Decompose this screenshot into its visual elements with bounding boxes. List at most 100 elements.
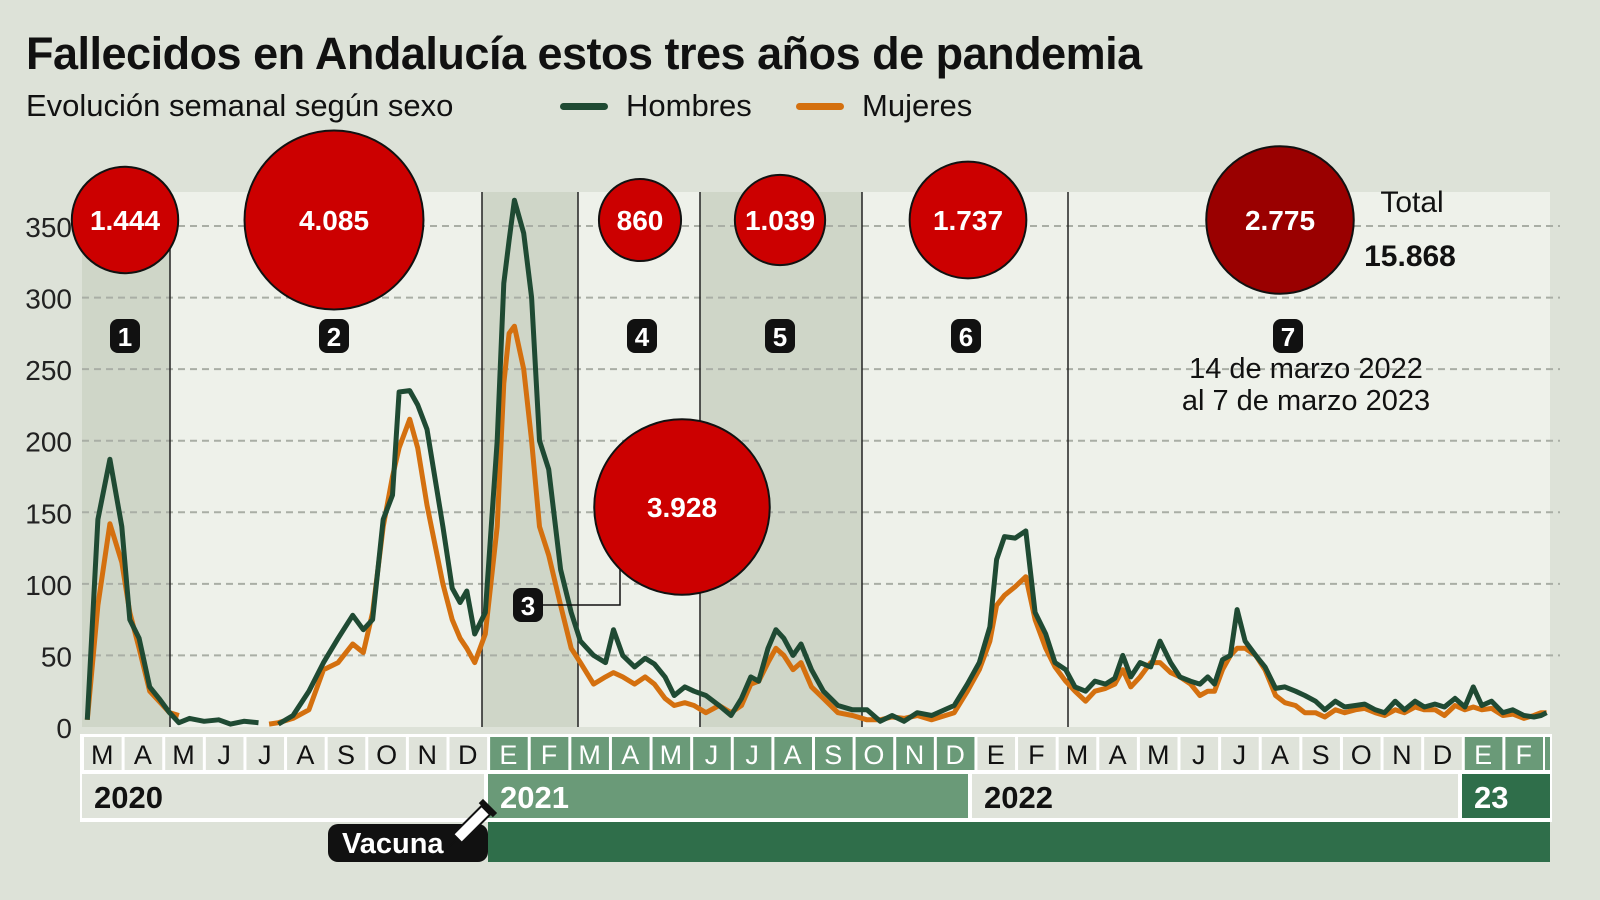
year-label: 2022 [984,780,1053,815]
vaccine-label: Vacuna [342,828,444,860]
wave-number: 7 [1281,322,1295,352]
month-label: J [705,740,719,770]
wave-number: 5 [773,322,787,352]
month-cell [1424,737,1462,770]
month-label: A [621,740,639,770]
month-cell [693,737,731,770]
wave-number: 2 [327,322,341,352]
total-label: Total [1380,186,1443,219]
month-label: D [1433,740,1453,770]
month-cell [1261,737,1300,770]
vaccine-bar [488,822,1550,862]
month-label: N [417,740,437,770]
month-label: M [1147,740,1170,770]
month-cell [571,737,609,770]
wave-total-label: 3.928 [647,492,717,523]
wave-number: 1 [118,322,132,352]
month-cell [815,737,853,770]
year-cell [1462,774,1550,818]
year-cell [972,774,1458,818]
month-cell [936,737,975,770]
month-cell [1180,737,1219,770]
wave-number-badge [319,319,349,353]
month-cell [205,737,244,770]
year-label: 2021 [500,780,569,815]
chart-subtitle: Evolución semanal según sexo [26,88,454,123]
syringe-plunger [478,798,498,818]
month-cell [490,737,528,770]
month-cell [855,737,894,770]
month-cell [733,737,772,770]
month-label: S [337,740,355,770]
wave-number-badge [513,588,543,622]
month-label: D [945,740,965,770]
month-cell [1505,737,1543,770]
month-label: F [1028,740,1045,770]
month-label: A [134,740,152,770]
y-tick-label: 0 [56,713,72,744]
month-label: A [784,740,802,770]
month-label: F [1515,740,1532,770]
wave-circle [733,173,827,267]
month-label: J [217,740,231,770]
month-label: O [863,740,884,770]
wave-number-badge [110,319,140,353]
month-cell [1058,737,1097,770]
legend-mujeres: Mujeres [796,88,972,124]
month-label: M [578,740,601,770]
month-label: S [1312,740,1330,770]
month-cell [246,737,285,770]
month-cell [1383,737,1422,770]
month-label: J [258,740,272,770]
month-label: M [172,740,195,770]
y-tick-label: 50 [41,641,72,672]
month-label: N [1392,740,1412,770]
wave7-note: 14 de marzo 2022 [1189,353,1423,385]
y-tick-label: 150 [25,498,72,529]
wave-circle [1205,145,1355,295]
wave-total-label: 4.085 [299,205,369,236]
syringe-icon [444,798,498,852]
month-cell [530,737,569,770]
month-label: N [905,740,925,770]
wave-number: 4 [635,322,650,352]
month-label: A [296,740,314,770]
month-cell [1464,737,1503,770]
chart-title: Fallecidos en Andalucía estos tres años … [26,28,1142,79]
month-cell [1342,737,1381,770]
month-label: F [541,740,558,770]
wave-circle [597,177,683,263]
month-cell [896,737,934,770]
month-cell [774,737,812,770]
month-cell [368,737,406,770]
year-cell [488,774,968,818]
month-cell [1545,737,1550,770]
wave-total-label: 1.737 [933,205,1003,236]
month-cell [1221,737,1259,770]
year-cell [82,774,484,818]
month-label: J [1192,740,1206,770]
year-label: 23 [1474,780,1508,815]
y-tick-label: 250 [25,355,72,386]
month-cell [287,737,325,770]
wave-circle [908,160,1028,280]
month-cell [1302,737,1340,770]
month-label: D [458,740,478,770]
month-label: J [745,740,759,770]
month-cell [1099,737,1137,770]
month-label: O [376,740,397,770]
month-label: S [824,740,842,770]
wave-total-label: 2.775 [1245,205,1315,236]
wave-number: 3 [521,591,535,621]
wave-number-badge [1273,319,1303,353]
wave7-note: al 7 de marzo 2023 [1182,385,1430,417]
month-cell [1018,737,1056,770]
month-label: J [1233,740,1247,770]
wave-total-label: 1.444 [90,205,160,236]
month-cell [1139,737,1178,770]
month-cell [165,737,203,770]
wave-total-label: 860 [617,205,664,236]
month-label: M [660,740,683,770]
wave-number-badge [765,319,795,353]
